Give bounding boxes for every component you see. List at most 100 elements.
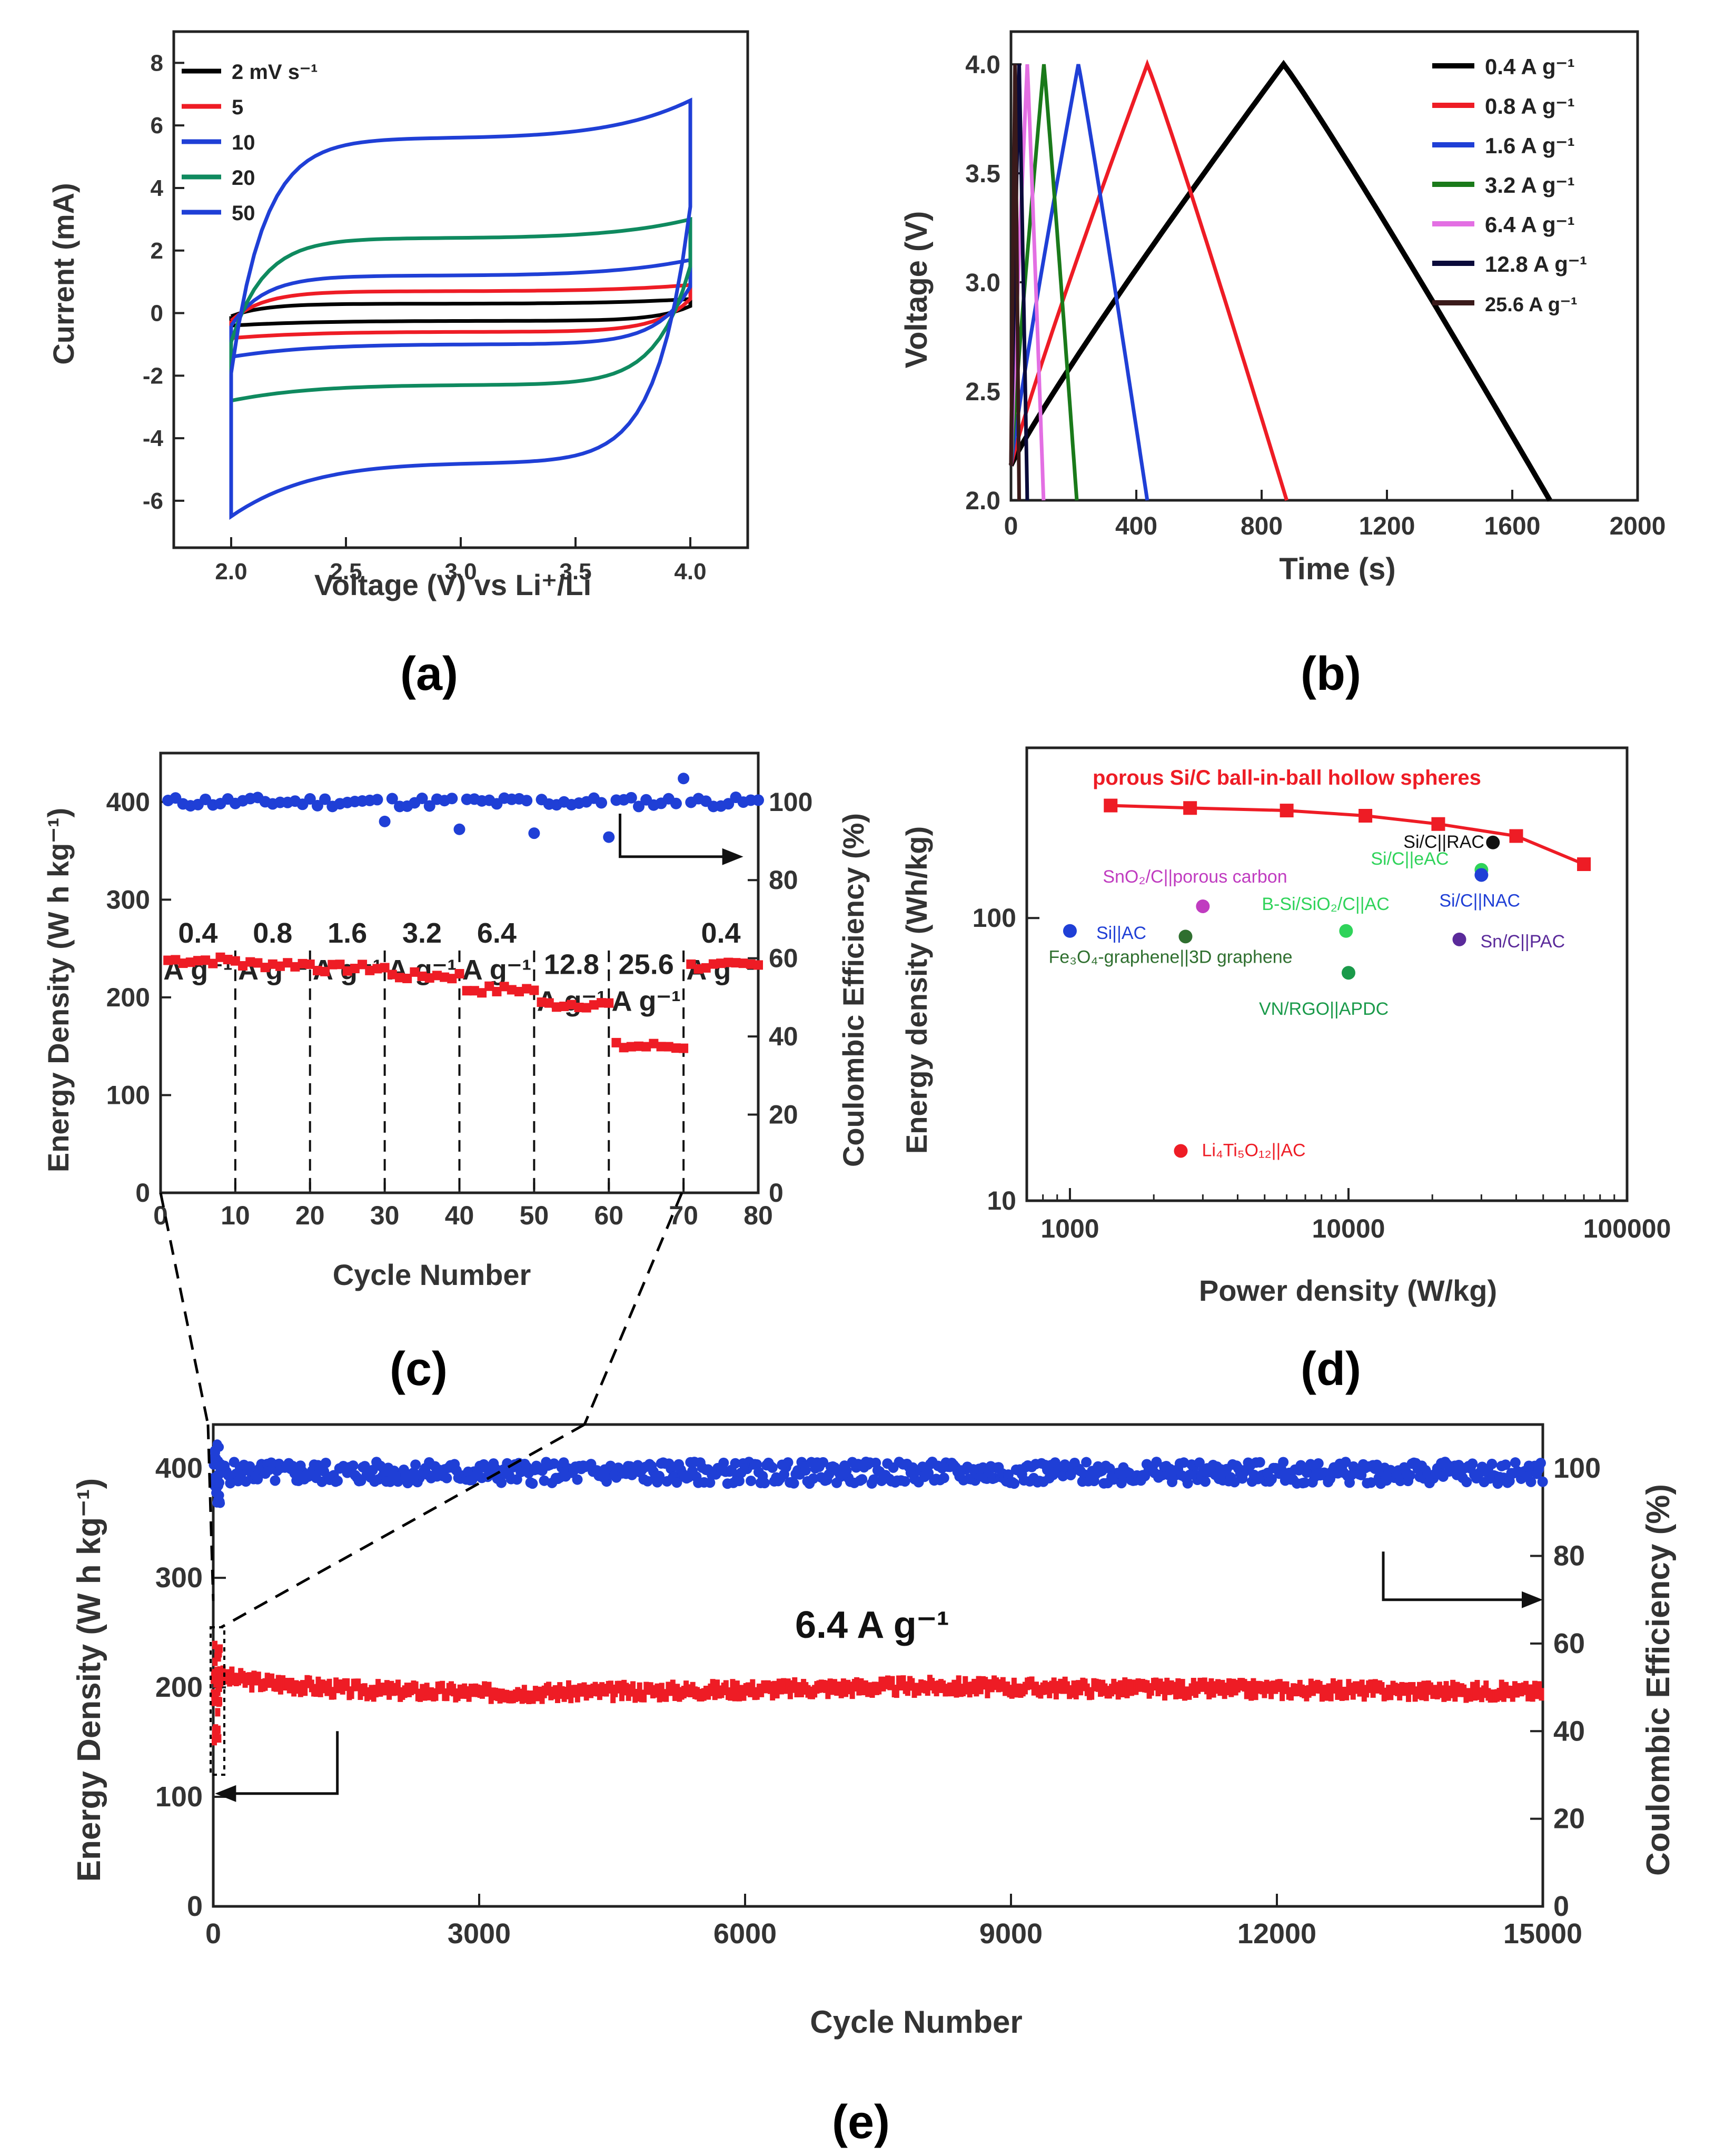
panel-e-energy-point [960,1684,966,1697]
panel-d-point [1196,899,1210,913]
panel-b-gcd-curve-6 [1009,64,1021,501]
panel-e-ce-point [320,1457,331,1468]
panel-e-energy-point [1483,1680,1489,1694]
panel-e-energy-point [1405,1689,1411,1702]
panel-e-energy-point [974,1684,979,1697]
panel-d-point-label: Si/C||RAC [1403,832,1484,852]
panel-c-energy-point [597,998,607,1008]
panel-a-legend-label: 2 mV s⁻¹ [232,61,318,84]
panel-e-energy-point [1073,1686,1079,1699]
panel-e-energy-point [637,1682,642,1695]
panel-b-legend-label: 6.4 A g⁻¹ [1485,212,1575,237]
panel-b-legend-label: 25.6 A g⁻¹ [1485,294,1578,316]
panel-a-ytick-label: 6 [151,113,163,139]
panel-e-ce-point [441,1472,452,1484]
panel-e-ce-point [868,1474,879,1485]
panel-e-energy-point-early [211,1689,216,1698]
panel-c-ce-point [423,800,435,812]
panel-e-energy-point [657,1689,662,1703]
panel-e-ce-point [367,1465,378,1476]
panel-e-energy-point [983,1677,988,1690]
panel-e-energy-point [275,1675,281,1688]
panel-e-energy-point [313,1684,319,1697]
panel-c-ce-point [319,793,331,805]
panel-e-ce-point [1340,1457,1351,1468]
panel-e-energy-point [889,1676,895,1689]
panel-c-ytick-right-label: 0 [769,1178,784,1208]
panel-c-energy-point [432,971,442,981]
panel-e-energy-point [1242,1679,1247,1692]
panel-c-energy-point [544,998,554,1008]
panel-a-ytick-label: 0 [151,301,163,327]
panel-c-energy-point [723,957,733,967]
panel-c-xtick-label: 40 [445,1201,474,1230]
panel-e-ce-point [1057,1470,1068,1481]
panel-e-ce-point [1535,1458,1546,1469]
panel-c-energy-point [305,959,315,969]
panel-e: 0 3000 6000 9000 12000 1500001002003004000204… [71,1423,1677,2149]
panel-c-ylabel-right: Coulombic Efficiency (%) [837,813,870,1167]
panel-c-ytick-label: 300 [106,885,150,914]
panel-c-energy-point [589,1000,599,1010]
panel-e-label: (e) [832,2096,890,2149]
panel-e-left-arrow-head [215,1785,236,1802]
panel-c-energy-point [171,955,181,965]
panel-e-ce-point-early [214,1442,224,1452]
panel-a-cv-curve-4 [229,97,692,520]
panel-e-energy-point [1208,1678,1214,1691]
panel-e-energy-point [220,1665,226,1678]
panel-e-ce-point [1461,1477,1472,1488]
panel-e-ce-point [654,1470,665,1481]
panel-e-energy-point [1510,1689,1515,1702]
panel-e-energy-point [728,1688,733,1701]
panel-d-frame [1025,746,1629,1202]
panel-c-energy-point [537,997,547,1007]
panel-c-energy-point [626,1042,636,1052]
panel-e-energy-point [1539,1688,1544,1701]
panel-e-energy-point [712,1687,718,1700]
panel-a-cv-curve-2 [229,258,692,359]
panel-a-legend-label: 10 [232,131,255,154]
panel-e-energy-point-early [212,1657,218,1666]
panel-d-ytick-label: 10 [987,1186,1016,1215]
panel-e-ytick-right-label: 20 [1553,1803,1585,1835]
panel-c-ce-point [603,831,615,843]
panel-e-energy-point [566,1680,572,1693]
panel-d-point-label: Si/C||NAC [1439,891,1520,911]
panel-b-frame [1009,30,1639,502]
panel-e-energy-point [774,1686,780,1699]
panel-e-energy-point [1496,1687,1502,1700]
panel-e-energy-point [554,1690,560,1704]
panel-e-energy-point [315,1676,321,1689]
panel-b-ytick-label: 2.0 [965,487,1000,515]
panel-e-energy-point [1443,1681,1449,1694]
panel-e-energy-point [1450,1679,1456,1693]
panel-c-ytick-label: 100 [106,1080,150,1110]
panel-e-ce-point [1278,1457,1289,1468]
panel-a-legend: 2 mV s⁻¹ 5 10 20 50 [182,61,318,225]
panel-e-ytick-right-label: 100 [1553,1452,1601,1484]
panel-e-energy-point [433,1688,439,1701]
panel-c-energy-point [410,967,420,977]
panel-e-energy-point [1335,1687,1341,1700]
panel-e-energy-point [785,1678,791,1692]
panel-c-arrow-head [722,848,743,865]
panel-e-xtick-label: 6000 [713,1918,777,1950]
panel-c-energy-point [559,1001,569,1011]
panel-a-cv-curve-0 [229,297,692,328]
panel-e-energy-point [1328,1688,1334,1702]
panel-d-xlabel: Power density (W/kg) [1199,1274,1497,1307]
panel-e-energy-point [1501,1689,1506,1702]
zoom-line-left-e [206,1424,215,1601]
panel-d-point-label: Sn/C||PAC [1480,932,1565,952]
panel-e-ce-point [899,1476,910,1487]
panel-e-xtick-label: 0 [205,1918,221,1950]
panel-e-energy-point-early [215,1725,221,1734]
panel-c-energy-point [387,970,397,980]
panel-c-energy-point [215,952,225,962]
panel-c-energy-point [529,985,539,995]
panel-d-plot-area: 1000 10000 100000 10 100 porous Si/C ball-in-… [973,746,1671,1243]
panel-d-point-label: Si||AC [1096,923,1146,943]
panel-e-energy-point [1162,1688,1168,1701]
panel-d-ytick-label: 100 [973,903,1016,933]
